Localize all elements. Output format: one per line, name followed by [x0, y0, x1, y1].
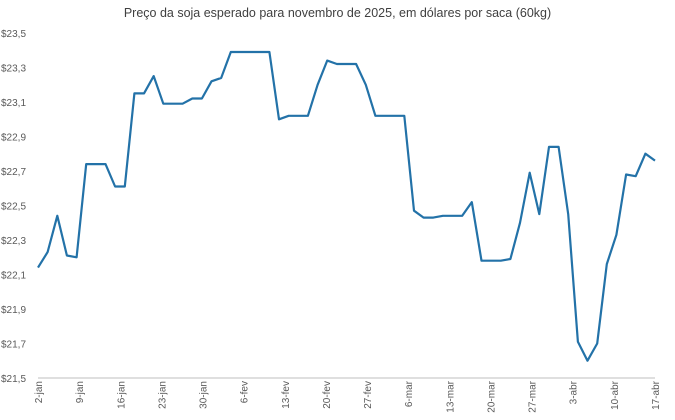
y-tick-label: $22,3 — [1, 236, 26, 247]
x-tick-label: 13-fev — [281, 381, 292, 409]
x-tick-label: 6-mar — [404, 380, 415, 407]
y-tick-label: $22,9 — [1, 133, 26, 144]
x-tick-label: 13-mar — [445, 380, 456, 412]
x-tick-label: 6-fev — [240, 381, 251, 403]
y-tick-label: $22,5 — [1, 202, 26, 213]
x-tick-label: 27-fev — [363, 381, 374, 409]
y-tick-label: $23,1 — [1, 98, 26, 109]
x-tick-label: 2-jan — [34, 381, 45, 403]
x-tick-label: 20-fev — [322, 381, 333, 409]
x-tick-label: 10-abr — [610, 380, 621, 410]
y-tick-label: $21,9 — [1, 305, 26, 316]
x-tick-label: 20-mar — [486, 380, 497, 412]
series-line — [37, 50, 656, 362]
y-tick-label: $21,7 — [1, 340, 26, 351]
x-tick-label: 30-jan — [199, 381, 210, 409]
x-tick-label: 27-mar — [528, 380, 539, 412]
y-tick-label: $22,1 — [1, 271, 26, 282]
x-tick-label: 3-abr — [569, 380, 580, 404]
y-tick-label: $22,7 — [1, 167, 26, 178]
x-tick-label: 17-abr — [651, 380, 662, 410]
x-tick-label: 9-jan — [75, 381, 86, 403]
y-tick-label: $23,5 — [1, 29, 26, 40]
chart-title: Preço da soja esperado para novembro de … — [123, 6, 552, 20]
x-tick-label: 23-jan — [157, 381, 168, 409]
y-tick-label: $21,5 — [1, 374, 26, 385]
y-tick-label: $23,3 — [1, 64, 26, 75]
x-tick-label: 16-jan — [116, 381, 127, 409]
